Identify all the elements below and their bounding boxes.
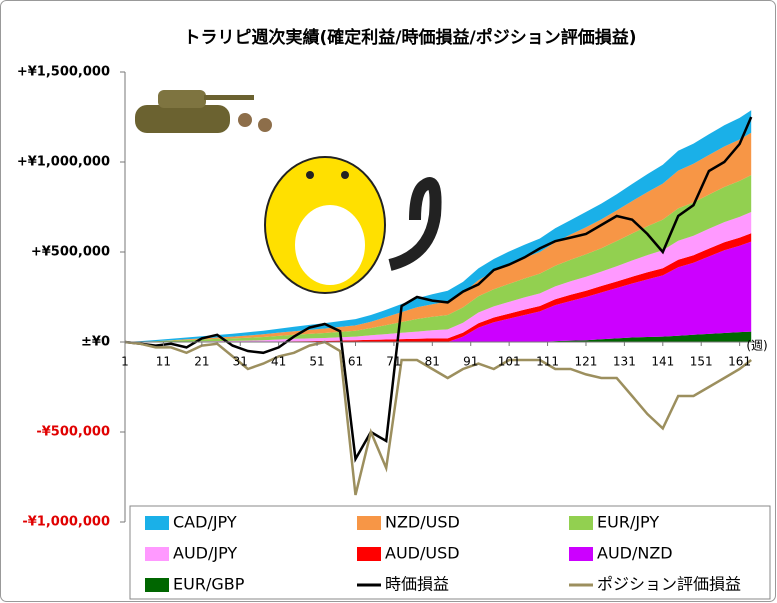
soldier [238, 113, 252, 127]
legend-box [129, 505, 771, 600]
tank-gun [204, 95, 254, 100]
y-tick-label: ±¥0 [81, 335, 110, 350]
y-tick-label: +¥1,500,000 [17, 65, 110, 80]
x-tick-label: 161 [728, 355, 751, 369]
x-tick-label: 101 [498, 355, 521, 369]
x-tick-label: 131 [613, 355, 636, 369]
tiger-tail [388, 177, 442, 271]
chart-title: トラリピ週次実績(確定利益/時価損益/ポジション評価損益) [184, 27, 637, 48]
x-tick-label: 151 [690, 355, 713, 369]
x-tick-label: 121 [575, 355, 598, 369]
legend-label: AUD/NZD [597, 544, 673, 563]
tiger-eye [306, 171, 314, 179]
line-series [124, 116, 753, 463]
legend-swatch [357, 547, 381, 561]
x-tick-label: 41 [271, 355, 286, 369]
legend-label: 時価損益 [385, 575, 449, 594]
x-tick-label: 141 [651, 355, 674, 369]
x-tick-label: 21 [194, 355, 209, 369]
area-series [125, 331, 752, 342]
y-tick-label: +¥500,000 [31, 245, 110, 260]
legend-label: AUD/USD [385, 544, 460, 563]
legend-label: ポジション評価損益 [597, 575, 741, 594]
area-series [125, 212, 752, 342]
legend-label: AUD/JPY [173, 544, 237, 563]
tiger-illustration [264, 156, 442, 294]
legend-swatch [145, 547, 169, 561]
area-series [125, 175, 752, 342]
tiger-eye [341, 171, 349, 179]
legend-swatch [357, 516, 381, 530]
legend-swatch [145, 516, 169, 530]
y-tick-label: -¥1,000,000 [22, 515, 110, 530]
legend-swatch [569, 516, 593, 530]
x-tick-label: 31 [233, 355, 248, 369]
legend-label: CAD/JPY [173, 513, 237, 532]
area-series [125, 110, 752, 342]
x-tick-label: 81 [425, 355, 440, 369]
plot-area: -¥1,000,000 -¥500,000 ±¥0 +¥500,000 +¥1,000,… [17, 65, 768, 530]
x-tick-label: 51 [309, 355, 324, 369]
legend-swatch [145, 578, 169, 592]
tiger-belly [295, 205, 365, 285]
tank-turret [158, 90, 206, 108]
tank-body [135, 105, 230, 133]
x-tick-label: 111 [536, 355, 559, 369]
tank-illustration [135, 90, 272, 133]
x-tick-label: 61 [348, 355, 363, 369]
y-tick-label: -¥500,000 [36, 425, 110, 440]
legend-label: EUR/GBP [173, 575, 245, 594]
x-axis-label: (週) [746, 339, 767, 353]
legend: CAD/JPY NZD/USD EUR/JPY AUD/JPY AUD/USD AUD/N… [129, 505, 771, 600]
legend-label: NZD/USD [385, 513, 460, 532]
area-series [125, 241, 752, 342]
line-series [124, 340, 752, 496]
soldier [258, 118, 272, 132]
x-tick-label: 71 [386, 355, 401, 369]
x-tick-label: 91 [463, 355, 478, 369]
y-tick-label: +¥1,000,000 [17, 155, 110, 170]
legend-label: EUR/JPY [597, 513, 659, 532]
x-tick-label: 1 [121, 355, 129, 369]
legend-swatch [569, 547, 593, 561]
x-tick-label: 11 [156, 355, 171, 369]
